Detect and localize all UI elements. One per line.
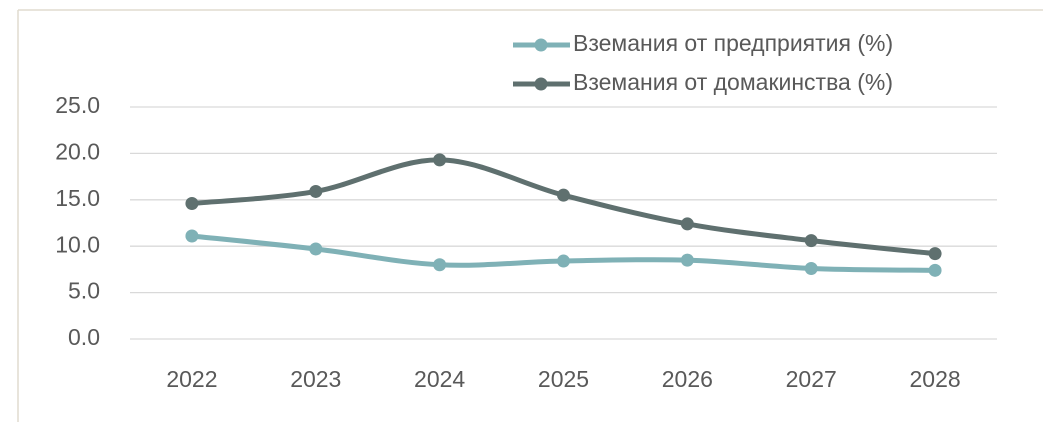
point bbox=[804, 234, 818, 248]
point bbox=[309, 242, 323, 256]
point bbox=[680, 253, 694, 267]
x-tick-label: 2027 bbox=[786, 366, 837, 392]
x-tick-label: 2022 bbox=[166, 366, 217, 392]
point bbox=[433, 153, 447, 167]
legend-marker bbox=[534, 77, 548, 91]
y-tick-label: 0.0 bbox=[68, 324, 100, 350]
y-tick-label: 5.0 bbox=[68, 278, 100, 304]
point bbox=[185, 229, 199, 243]
x-tick-label: 2024 bbox=[414, 366, 465, 392]
point bbox=[433, 258, 447, 272]
legend-marker bbox=[534, 38, 548, 52]
series-line bbox=[189, 157, 938, 257]
point bbox=[185, 197, 199, 211]
legend-label: Вземания от домакинства (%) bbox=[573, 69, 893, 95]
y-tick-label: 25.0 bbox=[55, 92, 100, 118]
point bbox=[557, 254, 570, 268]
x-tick-label: 2028 bbox=[909, 366, 960, 392]
point bbox=[309, 184, 323, 198]
point bbox=[557, 188, 570, 202]
x-tick-label: 2025 bbox=[538, 366, 589, 392]
point bbox=[804, 261, 818, 275]
point bbox=[928, 247, 942, 261]
point bbox=[928, 263, 942, 277]
y-tick-label: 20.0 bbox=[55, 138, 100, 164]
point bbox=[680, 217, 694, 231]
x-tick-label: 2026 bbox=[662, 366, 713, 392]
y-tick-label: 10.0 bbox=[55, 231, 100, 257]
y-tick-label: 15.0 bbox=[55, 185, 100, 211]
x-tick-label: 2023 bbox=[290, 366, 341, 392]
legend-label: Вземания от предприятия (%) bbox=[573, 30, 893, 56]
